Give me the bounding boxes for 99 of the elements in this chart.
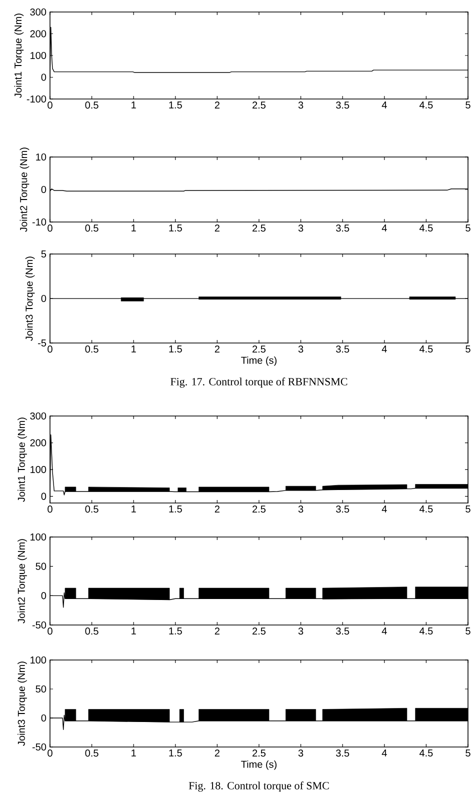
y-tick-label: 50 — [36, 685, 46, 693]
y-axis-title: Joint2 Torque (Nm) — [18, 539, 27, 624]
y-tick-label: 5 — [41, 250, 46, 258]
x-tick-label: 4 — [382, 750, 387, 756]
y-tick-label: 10 — [36, 153, 46, 161]
y-tick-label: -100 — [26, 95, 46, 103]
x-tick-label: 4.5 — [419, 346, 433, 353]
x-tick-label: 1.5 — [169, 628, 182, 635]
y-tick-label: -50 — [32, 743, 46, 751]
x-tick-label: 1 — [132, 346, 136, 352]
x-tick-label: 1.5 — [169, 224, 182, 232]
x-tick-label: 4 — [382, 506, 387, 512]
y-tick-label: 100 — [30, 52, 46, 60]
x-tick-label: 3.5 — [336, 750, 350, 757]
x-tick-label: 3.5 — [336, 224, 350, 232]
x-tick-label: 0 — [48, 628, 52, 635]
y-tick-label: -10 — [32, 218, 46, 226]
x-tick-label: 0 — [48, 224, 52, 232]
y-tick-label: 100 — [30, 656, 46, 664]
x-tick-label: 2 — [214, 224, 220, 232]
x-axis-title: Time (s) — [241, 356, 277, 366]
y-tick-label: 0 — [41, 294, 46, 302]
x-tick-label: 5 — [466, 628, 470, 635]
x-tick-label: 4 — [382, 102, 387, 108]
y-tick-label: 0 — [41, 592, 46, 600]
x-tick-label: 2.5 — [252, 224, 266, 232]
x-tick-label: 3 — [298, 102, 304, 109]
x-tick-label: 5 — [466, 750, 470, 757]
x-tick-label: 2.5 — [252, 346, 266, 353]
x-tick-label: 0 — [48, 102, 52, 109]
x-tick-label: 3 — [298, 346, 304, 353]
x-tick-label: 1.5 — [169, 346, 182, 353]
y-tick-label: 300 — [30, 8, 46, 16]
x-tick-label: 0.5 — [85, 628, 98, 635]
x-tick-label: 2 — [214, 102, 220, 109]
x-tick-label: 0.5 — [85, 506, 98, 513]
x-tick-label: 0.5 — [85, 224, 98, 232]
caption: Fig. 17. Control torque of RBFNNSMC — [170, 378, 348, 388]
y-tick-label: 100 — [30, 466, 46, 474]
y-tick-label: 300 — [30, 412, 46, 420]
x-tick-label: 4.5 — [419, 506, 433, 513]
y-tick-label: -5 — [38, 340, 46, 346]
x-tick-label: 1 — [132, 750, 136, 756]
y-tick-label: 50 — [36, 562, 46, 570]
x-tick-label: 1 — [132, 506, 136, 512]
x-tick-label: 1.5 — [169, 506, 182, 513]
x-tick-label: 0.5 — [85, 346, 98, 353]
x-tick-label: 5 — [466, 102, 470, 109]
y-axis-title: Joint3 Torque (Nm) — [25, 256, 35, 341]
x-tick-label: 1.5 — [169, 750, 182, 757]
x-tick-label: 0.5 — [85, 102, 98, 109]
y-tick-label: 200 — [30, 30, 46, 38]
x-tick-label: 5 — [466, 506, 470, 513]
x-tick-label: 3 — [298, 628, 304, 635]
x-tick-label: 2 — [214, 750, 220, 757]
x-tick-label: 3.5 — [336, 628, 350, 635]
y-tick-label: 0 — [41, 186, 46, 194]
caption: Fig. 18. Control torque of SMC — [188, 782, 329, 792]
x-tick-label: 4.5 — [419, 628, 433, 635]
x-tick-label: 4.5 — [419, 750, 433, 757]
x-tick-label: 2 — [214, 628, 220, 635]
y-tick-label: 0 — [41, 74, 46, 81]
x-tick-label: 1 — [132, 628, 136, 634]
x-axis-title: Time (s) — [241, 760, 277, 770]
x-tick-label: 0 — [48, 750, 52, 757]
x-tick-label: 1 — [132, 102, 136, 108]
x-tick-label: 4.5 — [419, 102, 433, 109]
x-tick-label: 0 — [48, 506, 52, 513]
x-tick-label: 1.5 — [169, 102, 182, 109]
x-tick-label: 3.5 — [336, 506, 350, 513]
x-tick-label: 1 — [132, 224, 136, 232]
y-tick-label: 0 — [41, 492, 46, 500]
x-tick-label: 2 — [214, 506, 220, 513]
x-tick-label: 3 — [298, 506, 304, 513]
y-tick-label: 0 — [41, 714, 46, 722]
y-axis-title: Joint1 Torque (Nm) — [14, 14, 24, 98]
x-tick-label: 2.5 — [252, 506, 266, 513]
x-tick-label: 4 — [382, 628, 387, 634]
x-tick-label: 4.5 — [419, 224, 433, 232]
x-tick-label: 3 — [298, 224, 304, 232]
x-tick-label: 5 — [466, 224, 470, 232]
x-tick-label: 2.5 — [252, 628, 266, 635]
x-tick-label: 5 — [466, 346, 470, 353]
x-tick-label: 2 — [214, 346, 220, 353]
x-tick-label: 2.5 — [252, 750, 266, 757]
x-tick-label: 0.5 — [85, 750, 98, 757]
x-tick-label: 2.5 — [252, 102, 266, 109]
y-tick-label: 200 — [30, 439, 46, 446]
x-tick-label: 4 — [382, 224, 387, 232]
y-axis-title: Joint2 Torque (Nm) — [20, 148, 30, 232]
x-tick-label: 4 — [382, 346, 387, 352]
x-tick-label: 3.5 — [336, 102, 350, 109]
y-axis-title: Joint1 Torque (Nm) — [18, 418, 27, 502]
x-tick-label: 3.5 — [336, 346, 350, 353]
x-tick-label: 0 — [48, 346, 52, 353]
y-tick-label: 100 — [30, 533, 46, 541]
y-tick-label: -50 — [32, 621, 46, 629]
y-axis-title: Joint3 Torque (Nm) — [18, 662, 27, 746]
x-tick-label: 3 — [298, 750, 304, 757]
